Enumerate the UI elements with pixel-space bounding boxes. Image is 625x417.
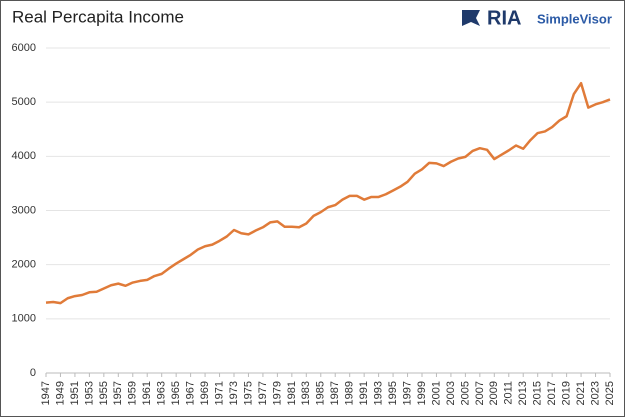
x-tick-label: 2003	[445, 381, 457, 405]
x-tick-label: 1957	[112, 381, 124, 405]
x-tick-label: 2013	[517, 381, 529, 405]
x-tick-label: 2017	[546, 381, 558, 405]
x-tick-label: 1985	[315, 381, 327, 405]
x-tick-label: 1951	[69, 381, 81, 405]
x-tick-label: 1959	[127, 381, 139, 405]
y-tick-label: 4000	[12, 150, 36, 162]
y-tick-label: 1000	[12, 313, 36, 325]
y-tick-label: 0	[30, 367, 36, 379]
x-tick-label: 2019	[561, 381, 573, 405]
y-tick-label: 5000	[12, 96, 36, 108]
x-tick-label: 1983	[300, 381, 312, 405]
logo-brand: SimpleVisor	[537, 11, 612, 26]
x-tick-label: 2023	[589, 381, 601, 405]
chart-title: Real Percapita Income	[12, 7, 184, 26]
y-tick-label: 2000	[12, 259, 36, 271]
x-tick-label: 1991	[358, 381, 370, 405]
y-tick-label: 3000	[12, 204, 36, 216]
x-tick-label: 1979	[271, 381, 283, 405]
x-tick-label: 2025	[604, 381, 616, 405]
x-tick-label: 1975	[242, 381, 254, 405]
x-tick-label: 1955	[98, 381, 110, 405]
logo: RIA SimpleVisor	[462, 7, 612, 29]
x-tick-label: 2015	[532, 381, 544, 405]
x-tick-label: 2011	[503, 381, 515, 405]
x-tick-label: 1963	[156, 381, 168, 405]
x-tick-label: 2021	[575, 381, 587, 405]
x-tick-label: 1995	[387, 381, 399, 405]
x-tick-label: 1961	[141, 381, 153, 405]
x-tick-label: 2001	[430, 381, 442, 405]
x-tick-label: 1967	[185, 381, 197, 405]
x-tick-label: 2005	[459, 381, 471, 405]
x-tick-label: 1977	[257, 381, 269, 405]
x-tick-label: 1989	[344, 381, 356, 405]
x-tick-label: 1949	[54, 381, 66, 405]
x-tick-label: 1997	[401, 381, 413, 405]
x-tick-label: 1953	[83, 381, 95, 405]
logo-mark: RIA	[487, 7, 521, 29]
x-tick-label: 1993	[373, 381, 385, 405]
x-tick-label: 1947	[40, 381, 52, 405]
x-tick-label: 2009	[488, 381, 500, 405]
x-tick-label: 1971	[213, 381, 225, 405]
x-tick-label: 1981	[286, 381, 298, 405]
x-tick-label: 2007	[474, 381, 486, 405]
y-tick-label: 6000	[12, 42, 36, 54]
line	[45, 81, 611, 305]
x-tick-label: 1965	[170, 381, 182, 405]
x-tick-label: 1987	[329, 381, 341, 405]
x-tick-label: 1969	[199, 381, 211, 405]
logo-icon	[462, 10, 480, 26]
x-tick-label: 1999	[416, 381, 428, 405]
x-tick-label: 1973	[228, 381, 240, 405]
